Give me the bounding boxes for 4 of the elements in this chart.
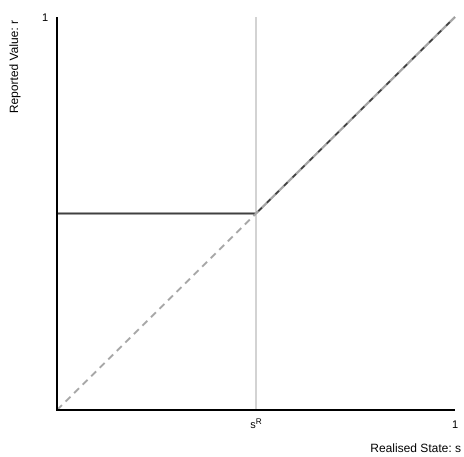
text: 1 — [42, 12, 48, 24]
y-axis-title: Reported Value: r — [7, 20, 21, 114]
x-tick-label: s$^{R}$ — [250, 416, 262, 431]
x-axis-title: Realised State: s — [370, 441, 461, 455]
